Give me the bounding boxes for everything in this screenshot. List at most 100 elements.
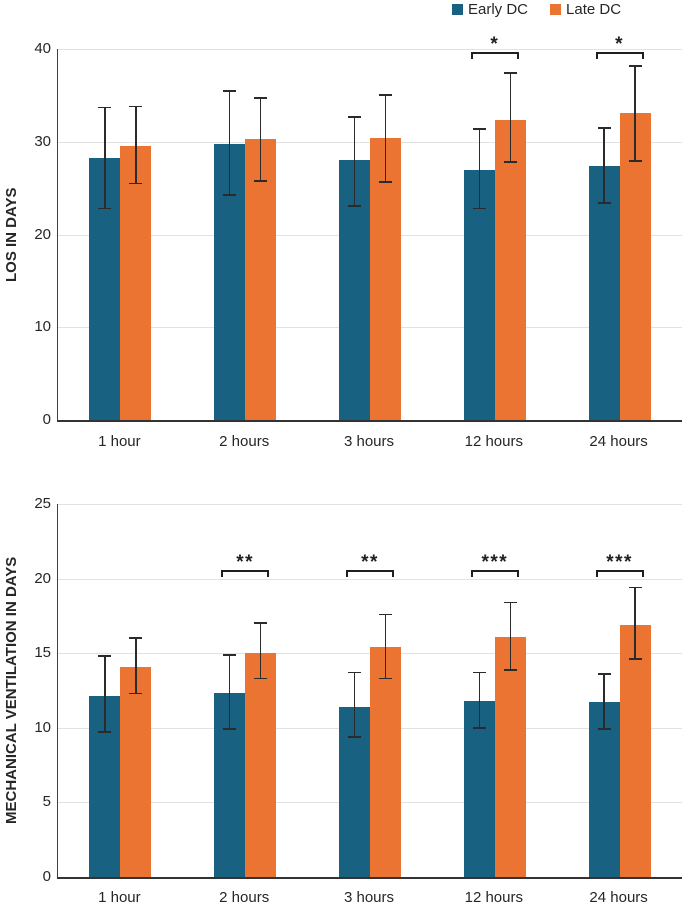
x-category-label: 2 hours bbox=[219, 433, 270, 450]
error-bar-cap bbox=[503, 72, 517, 74]
y-axis-title-mechanical-ventilation: MECHANICAL VENTILATION IN DAYS bbox=[3, 556, 20, 825]
bar-late-dc bbox=[120, 146, 152, 420]
error-bar-cap bbox=[628, 586, 642, 589]
bar-late-dc bbox=[245, 653, 277, 877]
legend-swatch-early-dc bbox=[452, 4, 463, 15]
error-bar bbox=[135, 106, 137, 184]
legend-swatch-late-dc bbox=[550, 4, 562, 15]
legend-item-late-dc: Late DC bbox=[550, 1, 621, 18]
x-category-label: 1 hour bbox=[98, 433, 141, 450]
legend-item-early-dc: Early DC bbox=[452, 1, 528, 18]
y-tick-label: 15 bbox=[34, 644, 51, 662]
error-bar bbox=[634, 587, 636, 660]
error-bar-cap bbox=[129, 637, 143, 640]
error-bar bbox=[509, 73, 512, 163]
error-bar-cap bbox=[472, 207, 486, 210]
x-category-label: 2 hours bbox=[219, 889, 270, 906]
bar-late-dc bbox=[370, 138, 401, 420]
gridline bbox=[58, 504, 682, 505]
significance-bracket bbox=[470, 51, 519, 59]
bar-early-dc bbox=[463, 700, 495, 877]
error-bar bbox=[603, 127, 605, 203]
y-tick-label: 10 bbox=[34, 718, 51, 736]
x-category-label: 12 hours bbox=[464, 889, 523, 906]
error-bar-cap bbox=[98, 207, 112, 210]
error-bar-cap bbox=[254, 179, 268, 182]
bar-late-dc bbox=[370, 647, 401, 877]
significance-label: ** bbox=[236, 551, 255, 573]
error-bar-cap bbox=[223, 89, 237, 92]
error-bar-cap bbox=[223, 728, 237, 731]
gridline bbox=[58, 49, 682, 50]
error-bar-cap bbox=[379, 180, 392, 183]
error-bar-cap bbox=[129, 182, 143, 185]
error-bar-cap bbox=[628, 64, 642, 67]
significance-bracket bbox=[595, 51, 644, 59]
error-bar bbox=[353, 672, 356, 737]
y-tick-label: 5 bbox=[42, 793, 51, 811]
error-bar bbox=[634, 65, 636, 162]
error-bar bbox=[509, 602, 512, 670]
error-bar-cap bbox=[597, 126, 611, 129]
error-bar-cap bbox=[379, 677, 392, 680]
x-category-label: 24 hours bbox=[589, 433, 648, 450]
error-bar-cap bbox=[503, 668, 517, 671]
y-tick-label: 0 bbox=[42, 411, 51, 428]
error-bar bbox=[104, 107, 106, 209]
bar-late-dc bbox=[120, 666, 152, 877]
error-bar-cap bbox=[628, 160, 642, 163]
error-bar bbox=[384, 614, 387, 679]
error-bar-cap bbox=[348, 115, 361, 118]
error-bar-cap bbox=[98, 731, 112, 734]
significance-bracket bbox=[595, 569, 644, 577]
significance-bracket bbox=[346, 569, 394, 577]
plot-area: ** ** *** *** bbox=[57, 504, 682, 879]
error-bar-cap bbox=[379, 613, 392, 616]
significance-label: *** bbox=[606, 551, 633, 573]
error-bar bbox=[135, 638, 137, 694]
y-tick-label: 25 bbox=[34, 495, 51, 512]
error-bar-cap bbox=[503, 601, 517, 604]
error-bar-cap bbox=[503, 161, 517, 164]
error-bar bbox=[478, 672, 481, 728]
significance-bracket bbox=[221, 569, 270, 577]
y-tick-label: 20 bbox=[34, 225, 51, 243]
y-tick-label: 0 bbox=[42, 868, 51, 885]
x-category-label: 3 hours bbox=[343, 433, 395, 450]
error-bar bbox=[104, 656, 106, 733]
error-bar-cap bbox=[472, 726, 486, 729]
error-bar-cap bbox=[254, 622, 268, 625]
bar-late-dc bbox=[619, 624, 651, 877]
gridline bbox=[58, 578, 682, 580]
bar-late-dc bbox=[245, 138, 277, 420]
error-bar-cap bbox=[597, 673, 611, 675]
bar-late-dc bbox=[494, 119, 526, 420]
bar-early-dc bbox=[588, 702, 620, 877]
significance-bracket bbox=[470, 569, 519, 577]
significance-label: *** bbox=[481, 551, 509, 573]
error-bar bbox=[603, 674, 605, 730]
bar-late-dc bbox=[619, 113, 651, 420]
y-tick-label: 40 bbox=[34, 40, 51, 57]
significance-label: * bbox=[615, 33, 625, 55]
error-bar bbox=[384, 95, 387, 182]
x-category-label: 3 hours bbox=[343, 889, 395, 906]
error-bar-cap bbox=[98, 655, 112, 658]
error-bar-cap bbox=[379, 94, 392, 97]
error-bar-cap bbox=[597, 202, 611, 204]
error-bar bbox=[259, 98, 262, 181]
error-bar-cap bbox=[223, 193, 237, 196]
y-tick-label: 30 bbox=[34, 132, 51, 150]
legend-label-late-dc: Late DC bbox=[566, 1, 622, 18]
error-bar-cap bbox=[129, 692, 143, 695]
y-tick-label: 10 bbox=[34, 318, 51, 336]
bar-late-dc bbox=[494, 636, 526, 877]
significance-label: ** bbox=[361, 551, 379, 573]
error-bar-cap bbox=[597, 728, 611, 731]
bar-early-dc bbox=[588, 165, 620, 420]
error-bar-cap bbox=[348, 204, 361, 207]
y-tick-label: 20 bbox=[34, 569, 51, 587]
plot-area: * * bbox=[57, 35, 682, 422]
